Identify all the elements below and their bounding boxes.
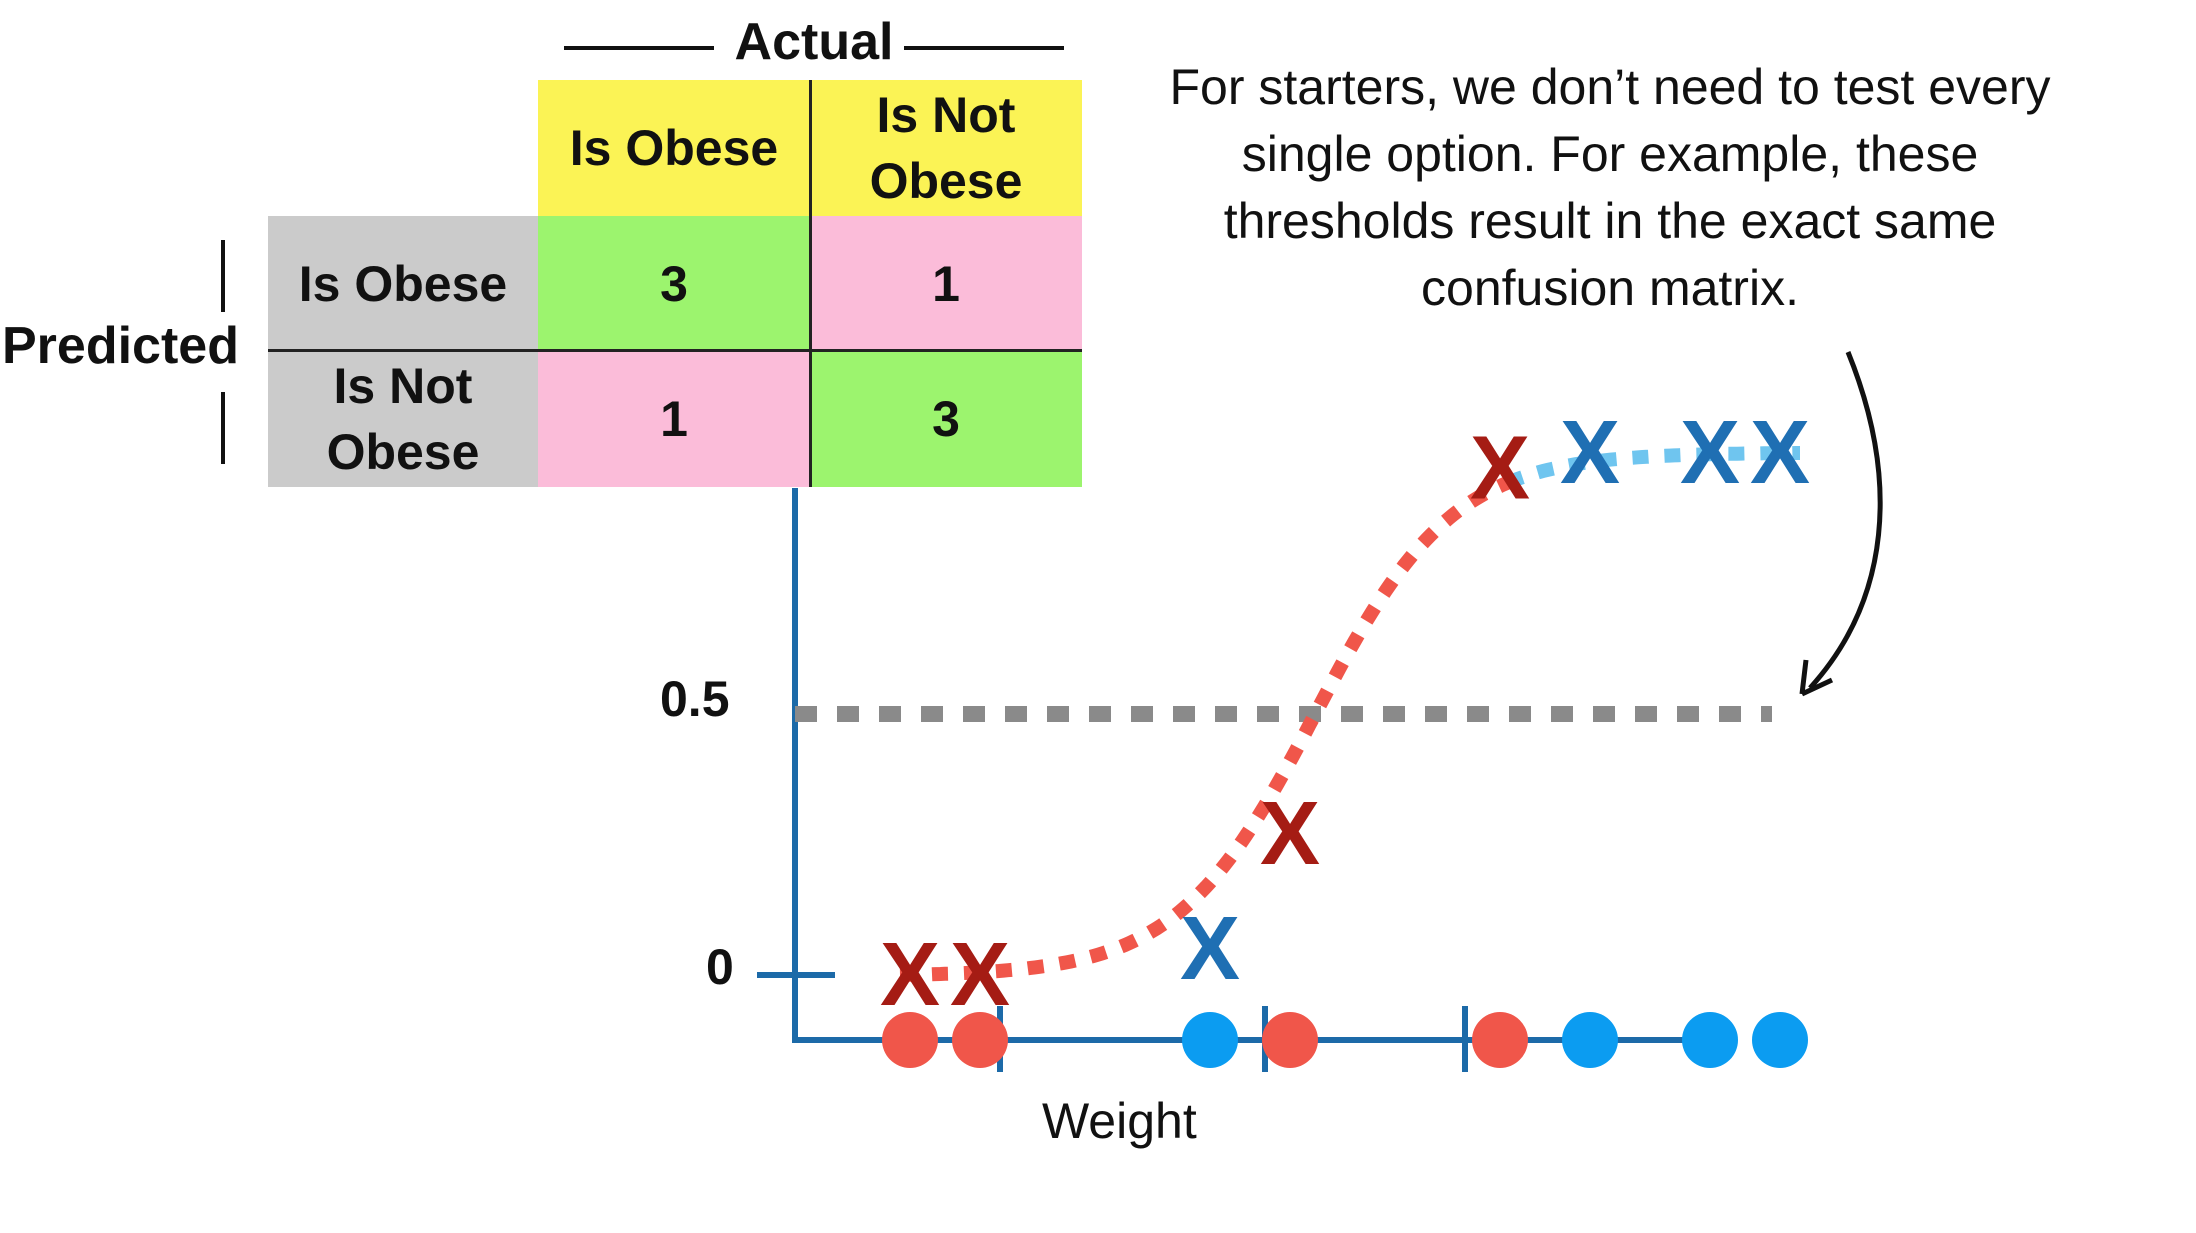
matrix-divider-vertical <box>809 80 812 487</box>
caption: For starters, we don’t need to test ever… <box>1169 59 2051 316</box>
arrow-head-icon <box>1799 659 1834 697</box>
cell-true-negative: 3 <box>810 351 1082 487</box>
y-tick-label-0-5: 0.5 <box>660 671 730 727</box>
logistic-curve <box>899 476 1511 982</box>
data-dot-not-obese <box>1682 1012 1738 1068</box>
predicted-rule-top <box>221 240 225 312</box>
cell-true-positive: 3 <box>538 216 810 351</box>
col-header-is-obese: Is Obese <box>538 80 810 216</box>
x-marker-not-obese: X <box>1680 403 1740 503</box>
cell-false-positive: 1 <box>810 216 1082 351</box>
actual-header: Actual <box>564 12 1064 80</box>
col-header-is-not-obese: Is Not Obese <box>810 80 1082 216</box>
data-dot-not-obese <box>1752 1012 1808 1068</box>
data-dot-obese <box>952 1012 1008 1068</box>
row-header-is-obese: Is Obese <box>268 216 538 351</box>
actual-rule-right <box>904 46 1064 50</box>
data-dot-obese <box>1262 1012 1318 1068</box>
x-marker-obese: X <box>880 925 940 1025</box>
data-dot-not-obese <box>1182 1012 1238 1068</box>
row-header-is-not-obese: Is Not Obese <box>268 351 538 487</box>
x-marker-obese: X <box>950 925 1010 1025</box>
data-dot-not-obese <box>1562 1012 1618 1068</box>
actual-rule-left <box>564 46 714 50</box>
curved-arrow <box>1808 351 1883 690</box>
cell-false-negative: 1 <box>538 351 810 487</box>
y-tick-label-0: 0 <box>706 939 734 995</box>
x-axis-label: Weight <box>1042 1093 1197 1149</box>
x-marker-not-obese: X <box>1180 899 1240 999</box>
x-marker-not-obese: X <box>1750 403 1810 503</box>
x-marker-not-obese: X <box>1560 403 1620 503</box>
matrix-divider-horizontal <box>268 349 1082 352</box>
x-marker-obese: X <box>1470 419 1530 519</box>
predicted-label: Predicted <box>2 317 239 375</box>
data-dot-obese <box>1472 1012 1528 1068</box>
predicted-rule-bottom <box>221 392 225 464</box>
x-marker-obese: X <box>1260 784 1320 884</box>
actual-label: Actual <box>734 13 894 71</box>
data-dot-obese <box>882 1012 938 1068</box>
